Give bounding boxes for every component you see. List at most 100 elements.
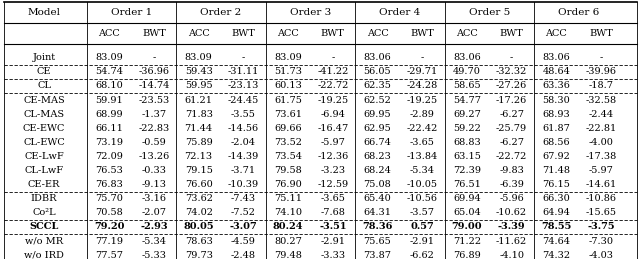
Text: 76.90: 76.90 xyxy=(274,180,302,189)
Text: 76.15: 76.15 xyxy=(542,180,570,189)
Text: -19.25: -19.25 xyxy=(406,96,438,105)
Text: 58.65: 58.65 xyxy=(453,81,481,90)
Text: 63.36: 63.36 xyxy=(542,81,570,90)
Text: -3.57: -3.57 xyxy=(410,208,435,217)
Text: 75.08: 75.08 xyxy=(364,180,391,189)
Text: -2.48: -2.48 xyxy=(231,251,256,259)
Text: 71.48: 71.48 xyxy=(542,166,570,175)
Text: CL: CL xyxy=(37,81,51,90)
Text: 78.63: 78.63 xyxy=(185,236,212,246)
Text: BWT: BWT xyxy=(232,29,255,38)
Text: -3.07: -3.07 xyxy=(230,222,257,232)
Text: -32.32: -32.32 xyxy=(496,67,527,76)
Text: SCCL: SCCL xyxy=(29,222,59,232)
Text: -2.04: -2.04 xyxy=(231,138,256,147)
Text: BWT: BWT xyxy=(589,29,613,38)
Text: -13.84: -13.84 xyxy=(406,152,438,161)
Text: -29.71: -29.71 xyxy=(406,67,438,76)
Text: 79.20: 79.20 xyxy=(94,222,125,232)
Text: -18.7: -18.7 xyxy=(589,81,614,90)
Text: -4.59: -4.59 xyxy=(231,236,256,246)
Text: 62.95: 62.95 xyxy=(364,124,391,133)
Text: 79.00: 79.00 xyxy=(452,222,482,232)
Text: 51.73: 51.73 xyxy=(274,67,302,76)
Text: -3.51: -3.51 xyxy=(319,222,346,232)
Text: -1.37: -1.37 xyxy=(141,110,166,119)
Text: 76.60: 76.60 xyxy=(185,180,212,189)
Text: 62.52: 62.52 xyxy=(364,96,392,105)
Text: 73.62: 73.62 xyxy=(185,194,212,203)
Text: 75.11: 75.11 xyxy=(274,194,302,203)
Text: 83.09: 83.09 xyxy=(95,53,123,62)
Text: -2.89: -2.89 xyxy=(410,110,435,119)
Text: -6.94: -6.94 xyxy=(321,110,345,119)
Text: -3.55: -3.55 xyxy=(231,110,256,119)
Text: 68.93: 68.93 xyxy=(543,110,570,119)
Text: 80.24: 80.24 xyxy=(273,222,303,232)
Text: CE-ER: CE-ER xyxy=(28,180,60,189)
Text: BWT: BWT xyxy=(500,29,524,38)
Text: 80.27: 80.27 xyxy=(274,236,302,246)
Text: 71.83: 71.83 xyxy=(185,110,212,119)
Text: -7.52: -7.52 xyxy=(231,208,256,217)
Text: -12.59: -12.59 xyxy=(317,180,348,189)
Text: -4.00: -4.00 xyxy=(589,138,613,147)
Text: -3.16: -3.16 xyxy=(141,194,166,203)
Text: -22.81: -22.81 xyxy=(586,124,616,133)
Text: -11.62: -11.62 xyxy=(496,236,527,246)
Text: Joint: Joint xyxy=(33,53,56,62)
Text: -5.96: -5.96 xyxy=(499,194,524,203)
Text: BWT: BWT xyxy=(321,29,345,38)
Text: -16.47: -16.47 xyxy=(317,124,348,133)
Text: -4.10: -4.10 xyxy=(499,251,524,259)
Text: -6.62: -6.62 xyxy=(410,251,435,259)
Text: -14.56: -14.56 xyxy=(228,124,259,133)
Text: 79.15: 79.15 xyxy=(185,166,212,175)
Text: 75.89: 75.89 xyxy=(185,138,212,147)
Text: -: - xyxy=(510,53,513,62)
Text: 54.77: 54.77 xyxy=(453,96,481,105)
Text: 61.75: 61.75 xyxy=(274,96,302,105)
Text: -23.53: -23.53 xyxy=(138,96,170,105)
Text: ACC: ACC xyxy=(456,29,477,38)
Text: -41.22: -41.22 xyxy=(317,67,348,76)
Text: -6.27: -6.27 xyxy=(499,138,524,147)
Text: Order 4: Order 4 xyxy=(380,8,420,17)
Text: Order 3: Order 3 xyxy=(290,8,331,17)
Text: 72.13: 72.13 xyxy=(184,152,212,161)
Text: -2.93: -2.93 xyxy=(140,222,168,232)
Text: -36.96: -36.96 xyxy=(138,67,170,76)
Text: -: - xyxy=(152,53,156,62)
Text: -: - xyxy=(242,53,245,62)
Text: -10.56: -10.56 xyxy=(406,194,438,203)
Text: -5.97: -5.97 xyxy=(321,138,345,147)
Text: 64.94: 64.94 xyxy=(542,208,570,217)
Text: -10.39: -10.39 xyxy=(228,180,259,189)
Text: 73.54: 73.54 xyxy=(274,152,302,161)
Text: 76.51: 76.51 xyxy=(453,180,481,189)
Text: 60.13: 60.13 xyxy=(274,81,302,90)
Text: 48.64: 48.64 xyxy=(542,67,570,76)
Text: -19.25: -19.25 xyxy=(317,96,348,105)
Text: ACC: ACC xyxy=(367,29,388,38)
Text: 72.39: 72.39 xyxy=(453,166,481,175)
Text: 68.24: 68.24 xyxy=(364,166,392,175)
Text: 69.66: 69.66 xyxy=(275,124,302,133)
Text: -14.74: -14.74 xyxy=(138,81,170,90)
Text: -2.44: -2.44 xyxy=(588,110,614,119)
Text: 56.05: 56.05 xyxy=(364,67,391,76)
Text: CL-MAS: CL-MAS xyxy=(24,110,65,119)
Text: -6.39: -6.39 xyxy=(499,180,524,189)
Text: 75.65: 75.65 xyxy=(364,236,391,246)
Text: ACC: ACC xyxy=(277,29,299,38)
Text: 76.83: 76.83 xyxy=(95,180,123,189)
Text: 59.95: 59.95 xyxy=(185,81,212,90)
Text: 58.30: 58.30 xyxy=(543,96,570,105)
Text: -: - xyxy=(331,53,334,62)
Text: -22.72: -22.72 xyxy=(496,152,527,161)
Text: 66.74: 66.74 xyxy=(364,138,392,147)
Text: 69.95: 69.95 xyxy=(364,110,391,119)
Text: -10.62: -10.62 xyxy=(496,208,527,217)
Text: Order 1: Order 1 xyxy=(111,8,152,17)
Text: 78.36: 78.36 xyxy=(362,222,393,232)
